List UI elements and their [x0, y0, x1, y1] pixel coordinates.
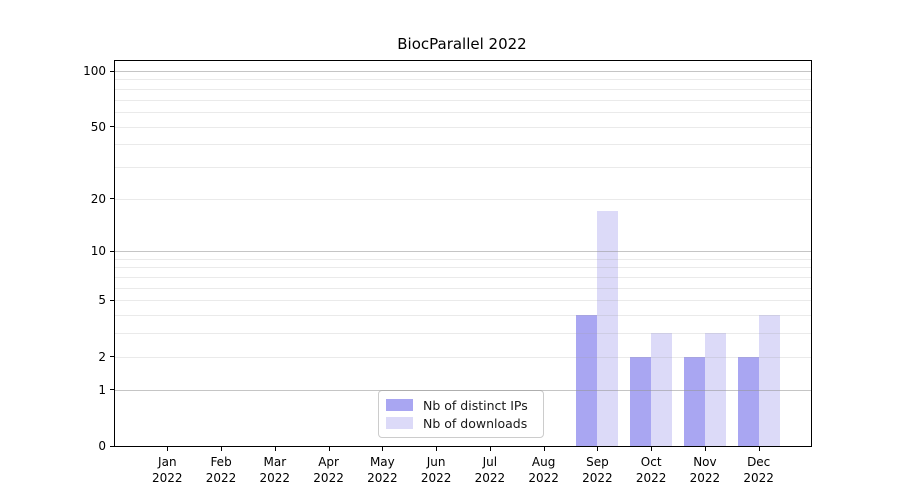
gridline-minor: [115, 144, 811, 146]
x-tick-mark: [651, 446, 653, 451]
x-tick-label: Nov 2022: [689, 455, 721, 485]
gridline-minor: [115, 126, 811, 128]
gridline-minor: [115, 88, 811, 90]
y-tick-mark: [110, 198, 115, 200]
x-tick-mark: [167, 446, 169, 451]
y-tick-label: 5: [98, 293, 106, 308]
x-tick-mark: [274, 446, 276, 451]
x-tick-label: Jan 2022: [152, 455, 183, 485]
legend-swatch-distinct-ips: [386, 399, 413, 411]
x-tick-label: Mar 2022: [259, 455, 291, 485]
legend-label-downloads: Nb of downloads: [423, 415, 528, 431]
gridline-major: [115, 251, 811, 253]
chart-title: BiocParallel 2022: [397, 35, 527, 53]
legend: Nb of distinct IPs Nb of downloads: [378, 390, 544, 438]
legend-swatch-downloads: [386, 417, 413, 429]
gridline-minor: [115, 166, 811, 168]
bar-distinct-ips: [737, 356, 759, 446]
y-tick-label: 100: [83, 64, 106, 78]
x-tick-label: Jun 2022: [420, 455, 452, 485]
x-tick-label: May 2022: [367, 455, 398, 485]
bar-distinct-ips: [630, 356, 652, 446]
gridline-minor: [115, 258, 811, 260]
bar-downloads: [597, 211, 619, 446]
legend-label-distinct-ips: Nb of distinct IPs: [423, 397, 528, 413]
gridline-minor: [115, 315, 811, 317]
gridline-minor: [115, 356, 811, 358]
legend-item-downloads: Nb of downloads: [386, 414, 535, 432]
legend-item-distinct-ips: Nb of distinct IPs: [386, 396, 535, 414]
x-tick-mark: [489, 446, 491, 451]
x-tick-label: Aug 2022: [528, 455, 559, 485]
gridline-minor: [115, 333, 811, 335]
x-tick-mark: [758, 446, 760, 451]
x-tick-mark: [704, 446, 706, 451]
x-tick-label: Jul 2022: [474, 455, 506, 485]
gridline-minor: [115, 267, 811, 269]
y-tick-label: 10: [90, 244, 106, 259]
bar-distinct-ips: [576, 315, 598, 446]
gridline-major: [115, 71, 811, 72]
y-tick-label: 0: [98, 439, 106, 453]
x-tick-mark: [382, 446, 384, 451]
x-tick-mark: [597, 446, 599, 451]
x-tick-label: Feb 2022: [205, 455, 237, 485]
x-tick-label: Apr 2022: [313, 455, 344, 485]
y-tick-mark: [110, 445, 115, 447]
x-tick-label: Dec 2022: [743, 455, 774, 485]
x-tick-mark: [543, 446, 545, 451]
x-tick-mark: [221, 446, 223, 451]
plot-area: Nb of distinct IPs Nb of downloads 0 1 2 5 1…: [83, 60, 812, 485]
gridline-minor: [115, 111, 811, 113]
y-tick-mark: [110, 356, 115, 358]
y-tick-label: 1: [98, 382, 106, 397]
y-tick-label: 50: [90, 119, 106, 134]
x-tick-mark: [328, 446, 330, 451]
bar-distinct-ips: [683, 356, 705, 446]
bar-downloads: [758, 315, 780, 446]
gridline-minor: [115, 300, 811, 302]
gridline-minor: [115, 277, 811, 279]
gridline-major: [115, 389, 811, 391]
gridline-minor: [115, 99, 811, 101]
y-tick-label: 20: [90, 191, 106, 206]
x-tick-label: Oct 2022: [635, 455, 667, 485]
y-tick-mark: [110, 250, 115, 252]
y-tick-mark: [110, 389, 115, 391]
x-tick-label: Sep 2022: [582, 455, 613, 485]
gridline-minor: [115, 287, 811, 289]
y-tick-label: 2: [98, 349, 106, 364]
x-tick-mark: [436, 446, 438, 451]
y-tick-mark: [110, 299, 115, 301]
y-tick-mark: [110, 126, 115, 128]
gridline-minor: [115, 198, 811, 200]
gridline-minor: [115, 79, 811, 81]
y-tick-mark: [110, 70, 115, 72]
